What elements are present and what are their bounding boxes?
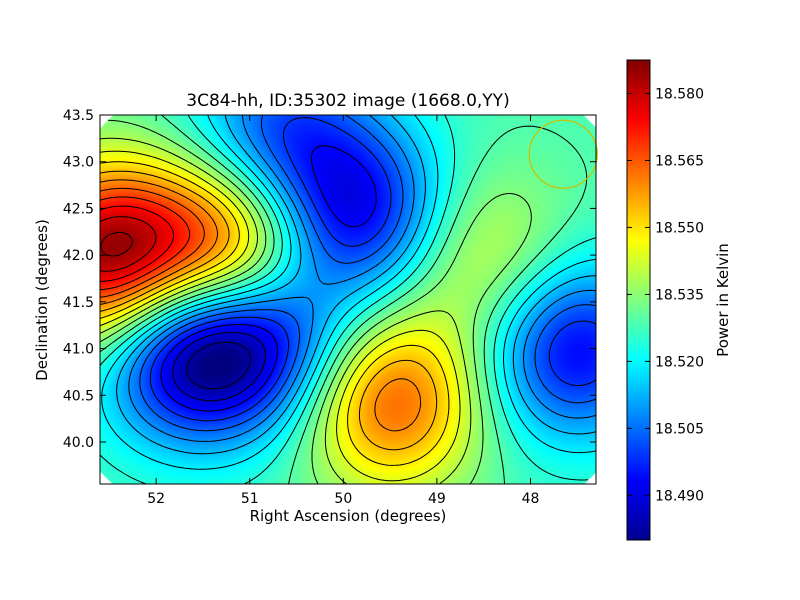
colorbar-tick-label: 18.580 — [655, 86, 704, 102]
colorbar-tick-label: 18.565 — [655, 153, 704, 169]
contour-line — [100, 115, 588, 484]
x-tick-label: 49 — [428, 491, 446, 507]
y-tick-label: 41.5 — [63, 295, 94, 311]
x-tick-label: 52 — [147, 491, 165, 507]
x-axis-label: Right Ascension (degrees) — [250, 507, 447, 525]
colorbar-tick-label: 18.505 — [655, 421, 704, 437]
contour-line — [116, 115, 596, 455]
plot-frame — [99, 114, 597, 485]
colorbar-label: Power in Kelvin — [714, 243, 732, 357]
contour-lines — [100, 115, 596, 484]
y-tick-label: 40.0 — [63, 435, 94, 451]
colorbar-tick-label: 18.490 — [655, 488, 704, 504]
contour-line — [100, 119, 532, 484]
y-tick-label: 42.0 — [63, 248, 94, 264]
contour-line — [100, 205, 175, 282]
colorbar-tick-label: 18.520 — [655, 354, 704, 370]
contour-line — [139, 115, 596, 432]
beam-circle — [528, 119, 598, 189]
x-axis: 52 51 50 49 48 — [147, 115, 539, 507]
x-tick-label: 51 — [241, 491, 259, 507]
chart-title: 3C84-hh, ID:35302 image (1668.0,YY) — [186, 91, 509, 111]
contour-line — [100, 216, 157, 272]
y-axis-label: Declination (degrees) — [33, 219, 51, 381]
y-tick-label: 43.0 — [63, 155, 94, 171]
contour-line — [160, 145, 377, 412]
x-tick-label: 48 — [522, 491, 540, 507]
contour-line — [100, 161, 450, 466]
colorbar — [626, 59, 651, 541]
contour-line — [149, 117, 596, 422]
y-tick-label: 42.5 — [63, 201, 94, 217]
x-tick-label: 50 — [334, 491, 352, 507]
colorbar-tick-label: 18.550 — [655, 220, 704, 236]
y-tick-label: 43.5 — [63, 108, 94, 124]
contour-line — [128, 115, 596, 442]
contour-line — [100, 170, 438, 451]
contour-line — [100, 196, 191, 291]
contour-line — [100, 115, 596, 484]
y-tick-label: 40.5 — [63, 388, 94, 404]
contour-line — [186, 341, 251, 390]
y-tick-label: 41.0 — [63, 342, 94, 358]
colorbar-ticks: 18.580 18.565 18.550 18.535 18.520 18.505 18.4… — [627, 86, 704, 504]
contour-line — [100, 179, 422, 432]
contour-line — [100, 231, 133, 257]
contour-line — [100, 150, 461, 482]
colorbar-tick-label: 18.535 — [655, 287, 704, 303]
contour-line — [100, 187, 205, 298]
contour-line — [172, 332, 266, 402]
contour-line — [100, 137, 472, 484]
y-axis: 40.0 40.5 41.0 41.5 42.0 42.5 43.0 43.5 — [63, 108, 596, 451]
